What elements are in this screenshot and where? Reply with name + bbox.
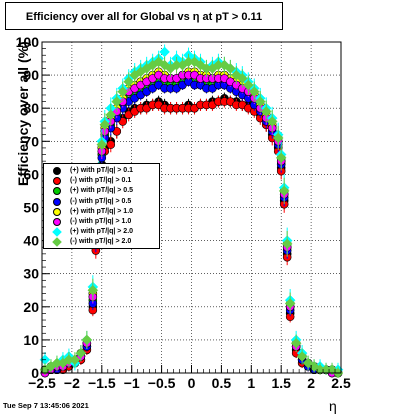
legend-marker xyxy=(53,167,61,175)
chart-title: Efficiency over all for Global vs η at p… xyxy=(5,2,283,30)
y-tick-label: 80 xyxy=(23,100,39,116)
legend-marker xyxy=(53,177,61,186)
data-point xyxy=(275,152,287,164)
legend-marker xyxy=(53,187,61,196)
footer-timestamp: Tue Sep 7 13:45:06 2021 xyxy=(3,401,89,410)
data-point xyxy=(99,119,111,131)
y-tick-label: 60 xyxy=(23,166,39,182)
legend-marker xyxy=(52,237,62,248)
legend-entry: (+) with pT/|q| > 0.1 xyxy=(44,166,159,176)
x-tick-label: −0.5 xyxy=(148,375,176,391)
data-point xyxy=(225,63,236,74)
legend-label: (+) with pT/|q| > 1.0 xyxy=(70,207,134,215)
legend-entry: (-) with pT/|q| > 0.5 xyxy=(44,197,159,207)
data-point xyxy=(281,238,293,250)
data-point xyxy=(296,351,308,362)
x-tick-label: −2.5 xyxy=(28,375,56,391)
x-tick-label: 2.5 xyxy=(331,375,351,391)
legend-marker xyxy=(53,197,61,206)
y-tick-label: 70 xyxy=(23,133,39,149)
x-tick-label: −1.5 xyxy=(88,375,116,391)
data-point xyxy=(248,86,260,98)
legend-marker xyxy=(53,218,61,226)
axes: −2.5 −2 −1.5 −1 −0.5 0 0.5 1 1.5 2 2.5 0 10 20 30 40 50 6… xyxy=(16,34,351,391)
x-tick-label: 1.5 xyxy=(271,375,291,391)
data-point xyxy=(123,76,135,88)
legend-entry: (+) with pT/|q| > 0.5 xyxy=(44,186,159,196)
data-point xyxy=(260,106,272,117)
legend: (+) with pT/|q| > 0.1 (-) with pT/|q| > 0… xyxy=(43,163,160,249)
legend-label: (-) with pT/|q| > 0.1 xyxy=(70,177,132,185)
data-point xyxy=(69,354,81,366)
x-tick-label: −1 xyxy=(124,375,140,391)
data-point xyxy=(81,334,93,346)
data-point xyxy=(266,116,278,127)
data-point xyxy=(75,347,87,359)
x-tick-label: 2 xyxy=(307,375,315,391)
legend-entry: (+) with pT/|q| > 2.0 xyxy=(44,227,159,237)
data-point xyxy=(105,109,117,121)
x-tick-label: 0 xyxy=(188,375,196,391)
y-axis-label: Efficiency over all (%) xyxy=(15,41,31,186)
y-tick-label: 40 xyxy=(23,233,39,249)
y-tick-label: 10 xyxy=(23,332,39,348)
x-tick-label: −2 xyxy=(64,375,80,391)
legend-entry: (-) with pT/|q| > 1.0 xyxy=(44,217,159,227)
legend-label: (+) with pT/|q| > 0.1 xyxy=(70,167,134,174)
x-axis-label: η xyxy=(329,398,337,414)
legend-label: (+) with pT/|q| > 2.0 xyxy=(70,228,134,236)
data-point xyxy=(159,46,170,58)
data-point xyxy=(242,79,254,91)
legend-entry: (-) with pT/|q| > 0.1 xyxy=(44,176,159,186)
legend-entry: (-) with pT/|q| > 2.0 xyxy=(44,237,159,248)
data-point xyxy=(106,140,116,149)
series-layer xyxy=(39,44,344,379)
y-tick-label: 30 xyxy=(23,266,39,282)
data-point xyxy=(290,337,302,349)
data-point xyxy=(254,96,266,107)
data-point xyxy=(117,86,129,98)
legend-marker xyxy=(53,207,61,216)
series-7 xyxy=(39,53,344,379)
data-point xyxy=(236,73,248,84)
legend-label: (+) with pT/|q| > 0.5 xyxy=(70,187,134,195)
legend-label: (-) with pT/|q| > 0.5 xyxy=(70,197,132,205)
legend-entry: (+) with pT/|q| > 1.0 xyxy=(44,207,159,217)
data-point xyxy=(87,284,99,296)
legend-label: (-) with pT/|q| > 1.0 xyxy=(70,218,132,225)
legend-marker xyxy=(52,227,62,237)
data-point xyxy=(284,298,296,309)
data-point xyxy=(278,185,290,197)
x-tick-label: 1 xyxy=(247,375,255,391)
data-point xyxy=(96,139,108,150)
data-point xyxy=(111,96,123,107)
x-tick-label: 0.5 xyxy=(212,375,232,391)
y-tick-label: 90 xyxy=(23,67,39,83)
legend-label: (-) with pT/|q| > 2.0 xyxy=(70,238,132,246)
y-tick-label: 50 xyxy=(23,200,39,216)
y-tick-label: 100 xyxy=(16,34,40,50)
data-point xyxy=(272,132,284,144)
y-tick-label: 0 xyxy=(31,365,39,381)
y-tick-label: 20 xyxy=(23,299,39,315)
